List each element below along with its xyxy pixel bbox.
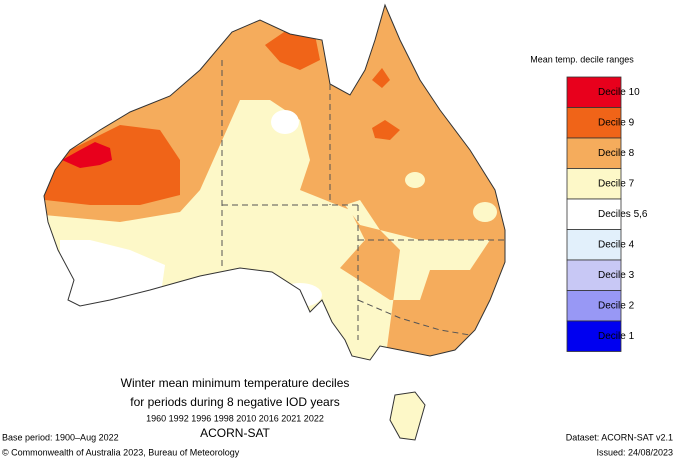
map-title: for periods during 8 negative IOD years (130, 395, 339, 409)
legend-label: Decile 1 (598, 331, 635, 342)
legend-swatch (566, 290, 622, 322)
map-title: Winter mean minimum temperature deciles (121, 376, 350, 390)
tasmania (389, 391, 426, 441)
dataset-name: ACORN-SAT (200, 426, 270, 440)
legend-swatch (566, 259, 622, 291)
coastline (43, 3, 506, 361)
legend-title: Mean temp. decile ranges (530, 54, 634, 64)
base-period: Base period: 1900–Aug 2022 (2, 432, 119, 442)
legend-label: Decile 10 (598, 87, 640, 98)
legend-label: Decile 2 (598, 300, 635, 311)
legend-label: Deciles 5,6 (598, 209, 648, 220)
legend-label: Decile 4 (598, 239, 635, 250)
legend-label: Decile 9 (598, 117, 635, 128)
legend-label: Decile 3 (598, 270, 635, 281)
legend-label: Decile 8 (598, 148, 635, 159)
map-regions (44, 5, 505, 360)
state-borders (221, 60, 505, 340)
legend-label: Decile 7 (598, 178, 635, 189)
legend-swatch (566, 229, 622, 261)
years: 1960 1992 1996 1998 2010 2016 2021 2022 (146, 413, 324, 423)
legend-swatch (566, 76, 622, 108)
copyright: © Commonwealth of Australia 2023, Bureau… (2, 447, 240, 457)
dataset: Dataset: ACORN-SAT v2.1 (566, 432, 673, 442)
issued: Issued: 24/08/2023 (596, 447, 673, 457)
legend: Decile 10 Decile 9 Decile 8 Decile 7 Deciles… (566, 76, 648, 352)
legend-swatch (566, 320, 622, 352)
